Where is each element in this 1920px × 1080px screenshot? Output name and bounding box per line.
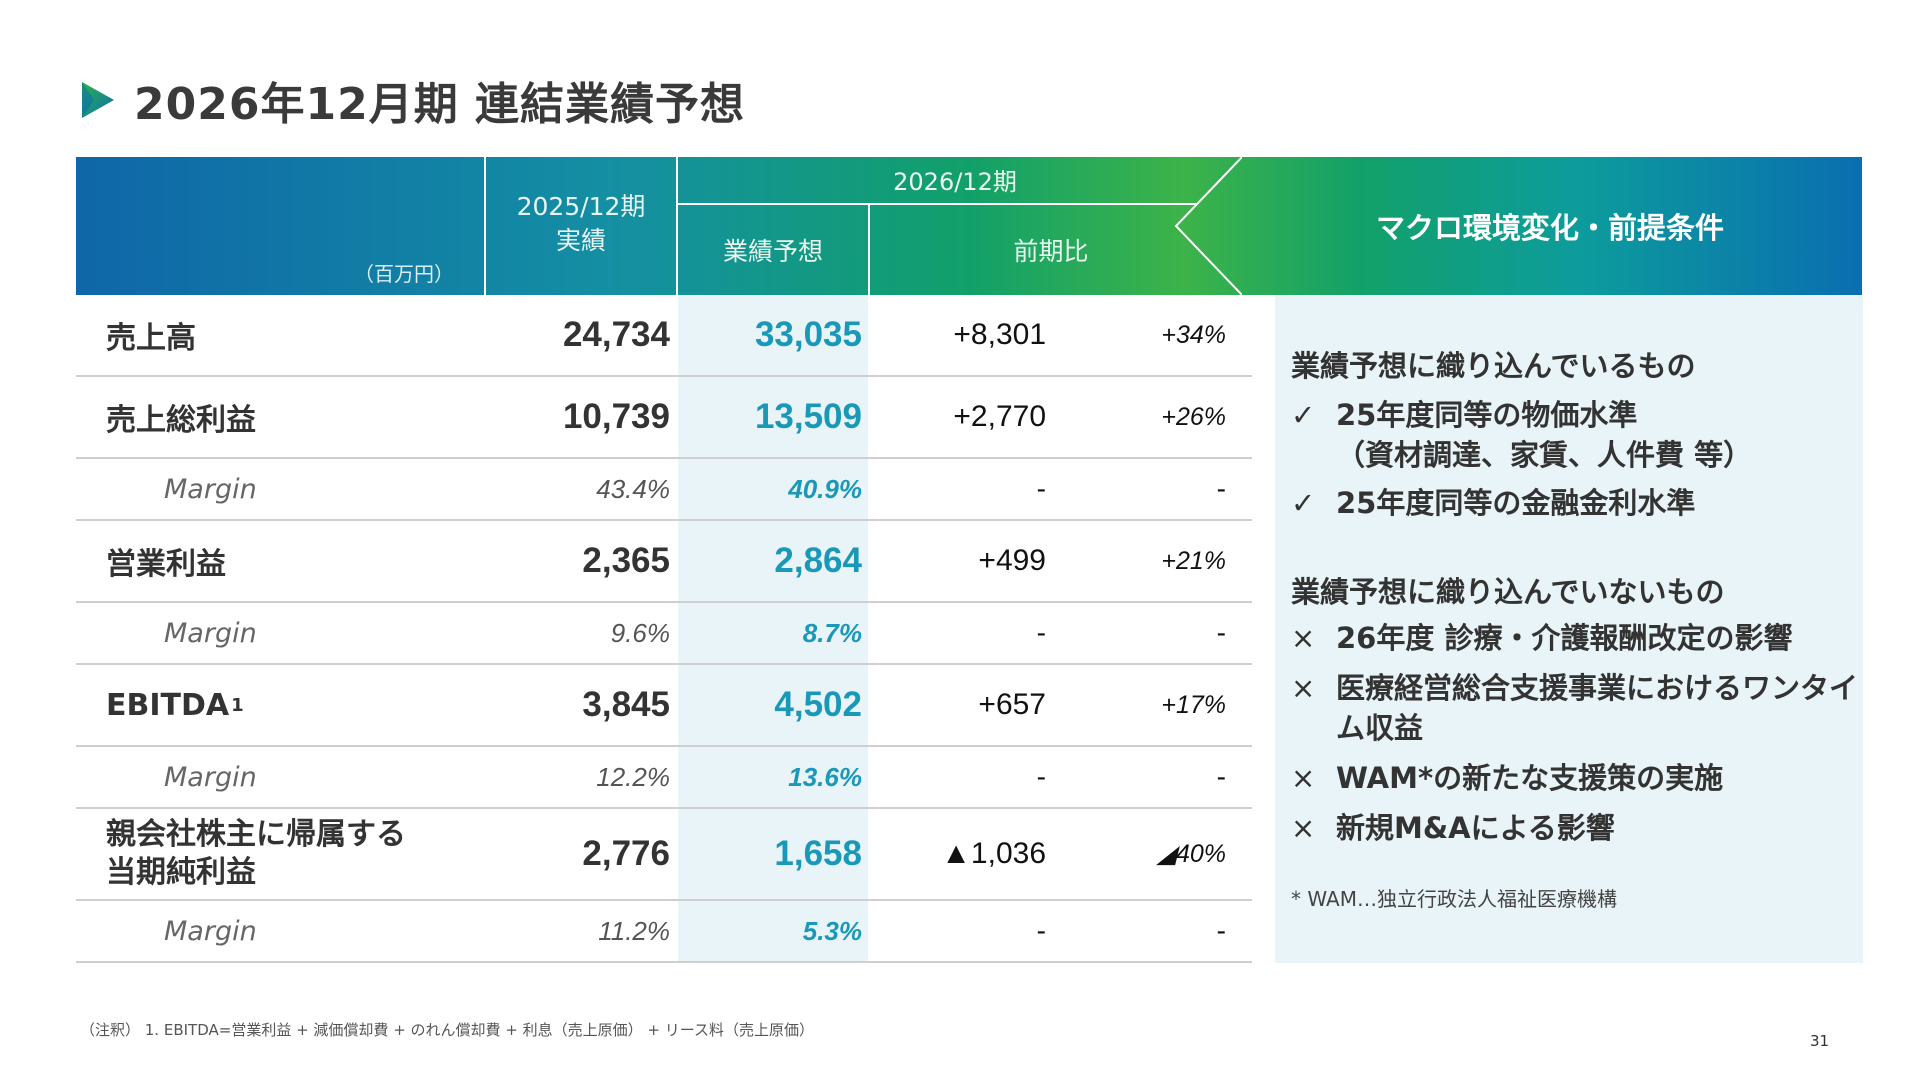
prev-actual-value: 9.6% <box>610 617 670 648</box>
forecast-value: 40.9% <box>788 473 862 504</box>
forecast-column-highlight <box>678 295 868 963</box>
excluded-item-text: WAM*の新たな支援策の実施 <box>1336 761 1724 795</box>
header-prev-actual: 2025/12期 実績 <box>516 192 646 255</box>
prev-actual-value: 10,739 <box>562 397 670 436</box>
yoy-pct-value: ◢40% <box>1156 840 1226 868</box>
table-row: 売上高 24,734 33,035 +8,301 +34% <box>76 295 1252 377</box>
header-divider <box>484 157 486 295</box>
forecast-value: 8.7% <box>802 617 862 648</box>
header-year-group: 2026/12期 <box>893 168 1017 196</box>
excluded-item: × 新規M&Aによる影響 <box>1291 808 1861 848</box>
row-label: 売上総利益 <box>106 403 256 438</box>
table-header-band <box>76 157 1862 295</box>
yoy-pct-value: - <box>1216 473 1226 504</box>
footnote: （注釈） 1. EBITDA=営業利益 + 減価償却費 + のれん償却費 + 利… <box>80 1021 814 1039</box>
row-label: EBITDA 1 <box>106 665 244 745</box>
table-row-margin: Margin 12.2% 13.6% - - <box>76 747 1252 809</box>
cross-icon: × <box>1291 761 1316 795</box>
yoy-pct-value: +34% <box>1161 320 1226 349</box>
header-macro: マクロ環境変化・前提条件 <box>1375 211 1724 245</box>
page-number: 31 <box>1810 1032 1830 1050</box>
header-forecast: 業績予想 <box>722 237 823 266</box>
excluded-item: × 26年度 診療・介護報酬改定の影響 <box>1291 618 1861 658</box>
yoy-pct-value: - <box>1216 915 1226 946</box>
forecast-value: 33,035 <box>754 315 862 354</box>
yoy-diff-value: - <box>1036 915 1046 946</box>
yoy-diff-value: - <box>1036 617 1046 648</box>
table-row: 営業利益 2,365 2,864 +499 +21% <box>76 521 1252 603</box>
header-yoy: 前期比 <box>1013 237 1089 266</box>
forecast-value: 13.6% <box>788 761 862 792</box>
yoy-pct-value: +26% <box>1161 402 1226 431</box>
yoy-diff-value: +2,770 <box>953 400 1046 433</box>
prev-actual-value: 3,845 <box>582 685 670 724</box>
forecast-value: 2,864 <box>774 541 862 580</box>
row-label: Margin <box>164 915 257 947</box>
table-row: 売上総利益 10,739 13,509 +2,770 +26% <box>76 377 1252 459</box>
yoy-diff-value: +8,301 <box>953 318 1046 351</box>
excluded-item-text: 医療経営総合支援事業におけるワンタイム収益 <box>1336 671 1859 745</box>
table-row: 親会社株主に帰属する 当期純利益 2,776 1,658 ▲1,036 ◢40% <box>76 809 1252 901</box>
table-row-margin: Margin 43.4% 40.9% - - <box>76 459 1252 521</box>
included-heading: 業績予想に織り込んでいるもの <box>1291 349 1696 383</box>
row-label-text: EBITDA <box>106 687 230 723</box>
yoy-pct-value: +17% <box>1161 690 1226 719</box>
row-label: 売上高 <box>106 321 196 356</box>
forecast-value: 5.3% <box>802 915 862 946</box>
included-item-text: 25年度同等の物価水準 （資材調達、家賃、人件費 等） <box>1336 398 1753 472</box>
unit-label: （百万円） <box>354 262 454 286</box>
row-label: 営業利益 <box>106 547 226 582</box>
header-divider <box>868 205 870 295</box>
yoy-pct-value: - <box>1216 617 1226 648</box>
header-chevron-divider <box>1174 157 1242 295</box>
forecast-value: 4,502 <box>774 685 862 724</box>
yoy-diff-value: +499 <box>978 544 1046 577</box>
yoy-diff-value: ▲1,036 <box>941 837 1046 870</box>
table-row: EBITDA 1 3,845 4,502 +657 +17% <box>76 665 1252 747</box>
page-title: 2026年12月期 連結業績予想 <box>134 79 746 130</box>
excluded-item: × WAM*の新たな支援策の実施 <box>1291 758 1861 798</box>
play-arrow-logo-icon <box>82 82 114 118</box>
included-item: ✓ 25年度同等の物価水準 （資材調達、家賃、人件費 等） <box>1291 395 1861 475</box>
prev-actual-value: 11.2% <box>598 915 670 946</box>
cross-icon: × <box>1291 811 1316 845</box>
footnote-ref: 1 <box>231 694 244 716</box>
prev-actual-value: 2,776 <box>582 834 670 873</box>
check-icon: ✓ <box>1291 486 1316 520</box>
yoy-pct-value: - <box>1216 761 1226 792</box>
row-label: Margin <box>164 617 257 649</box>
row-label: 親会社株主に帰属する 当期純利益 <box>106 817 406 890</box>
prev-actual-value: 2,365 <box>582 541 670 580</box>
header-divider <box>676 203 1196 205</box>
yoy-pct-value: +21% <box>1161 546 1226 575</box>
prev-actual-value: 12.2% <box>596 761 670 792</box>
header-divider <box>676 157 678 295</box>
excluded-item-text: 26年度 診療・介護報酬改定の影響 <box>1336 621 1793 655</box>
check-icon: ✓ <box>1291 398 1316 432</box>
wam-note: * WAM…独立行政法人福祉医療機構 <box>1291 887 1617 911</box>
cross-icon: × <box>1291 621 1316 655</box>
prev-actual-value: 24,734 <box>562 315 670 354</box>
forecast-value: 1,658 <box>774 834 862 873</box>
table-row-margin: Margin 11.2% 5.3% - - <box>76 901 1252 963</box>
macro-conditions-panel <box>1275 295 1863 963</box>
excluded-heading: 業績予想に織り込んでいないもの <box>1291 575 1725 609</box>
yoy-diff-value: +657 <box>978 688 1046 721</box>
page-title-area: 2026年12月期 連結業績予想 <box>80 70 745 130</box>
excluded-item: × 医療経営総合支援事業におけるワンタイム収益 <box>1291 668 1861 748</box>
yoy-diff-value: - <box>1036 473 1046 504</box>
row-label: Margin <box>164 473 257 505</box>
prev-actual-value: 43.4% <box>596 473 670 504</box>
yoy-diff-value: - <box>1036 761 1046 792</box>
row-label: Margin <box>164 761 257 793</box>
included-item-text: 25年度同等の金融金利水準 <box>1336 486 1696 520</box>
forecast-value: 13,509 <box>754 397 862 436</box>
included-item: ✓ 25年度同等の金融金利水準 <box>1291 483 1861 523</box>
cross-icon: × <box>1291 671 1316 705</box>
table-row-margin: Margin 9.6% 8.7% - - <box>76 603 1252 665</box>
excluded-item-text: 新規M&Aによる影響 <box>1336 811 1615 845</box>
